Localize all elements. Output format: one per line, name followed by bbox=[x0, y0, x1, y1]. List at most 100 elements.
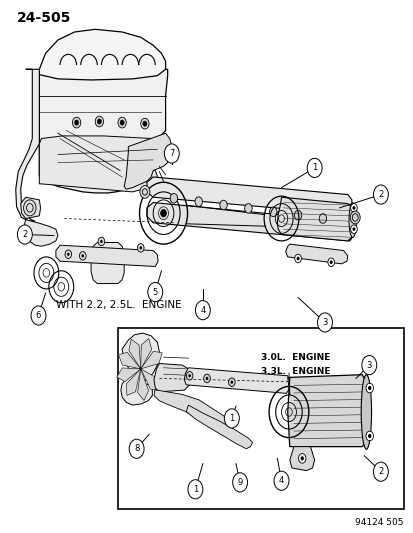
Text: 1: 1 bbox=[192, 485, 197, 494]
Circle shape bbox=[100, 240, 102, 243]
Circle shape bbox=[230, 381, 233, 384]
Text: 1: 1 bbox=[311, 164, 316, 172]
Polygon shape bbox=[128, 340, 140, 369]
Text: 24-505: 24-505 bbox=[17, 11, 71, 25]
Polygon shape bbox=[140, 351, 162, 369]
Circle shape bbox=[139, 246, 142, 249]
Text: 3.8L.  ENGINE: 3.8L. ENGINE bbox=[260, 382, 330, 390]
Circle shape bbox=[318, 214, 326, 223]
Text: 6: 6 bbox=[36, 311, 41, 320]
Circle shape bbox=[269, 207, 276, 216]
Circle shape bbox=[203, 374, 210, 383]
Polygon shape bbox=[137, 369, 148, 400]
Circle shape bbox=[219, 200, 227, 210]
Text: 1: 1 bbox=[229, 414, 234, 423]
Text: 2: 2 bbox=[22, 230, 27, 239]
Text: 7: 7 bbox=[169, 149, 174, 158]
Circle shape bbox=[352, 206, 354, 209]
Circle shape bbox=[329, 261, 332, 264]
Circle shape bbox=[224, 409, 239, 428]
Text: 2: 2 bbox=[377, 190, 382, 199]
Ellipse shape bbox=[360, 375, 371, 449]
Circle shape bbox=[129, 439, 144, 458]
Circle shape bbox=[205, 377, 208, 380]
Polygon shape bbox=[39, 69, 167, 193]
Text: 3.3L.  ENGINE: 3.3L. ENGINE bbox=[260, 367, 330, 376]
Text: WITH 2.2, 2.5L.  ENGINE: WITH 2.2, 2.5L. ENGINE bbox=[56, 300, 181, 310]
Polygon shape bbox=[289, 447, 314, 471]
Text: 4: 4 bbox=[278, 477, 283, 485]
Circle shape bbox=[95, 116, 103, 127]
Circle shape bbox=[67, 253, 69, 256]
Circle shape bbox=[140, 185, 150, 198]
Circle shape bbox=[300, 456, 303, 461]
Circle shape bbox=[97, 119, 101, 124]
Polygon shape bbox=[24, 220, 58, 246]
Circle shape bbox=[298, 454, 305, 463]
Circle shape bbox=[273, 471, 288, 490]
Circle shape bbox=[65, 250, 71, 259]
Circle shape bbox=[350, 225, 356, 233]
Text: 5: 5 bbox=[152, 288, 157, 296]
Circle shape bbox=[74, 120, 78, 125]
Circle shape bbox=[98, 237, 104, 246]
Circle shape bbox=[351, 214, 357, 221]
Circle shape bbox=[140, 118, 149, 129]
Circle shape bbox=[228, 378, 235, 386]
Circle shape bbox=[142, 189, 147, 195]
Circle shape bbox=[188, 374, 190, 377]
Text: 94124 505: 94124 505 bbox=[354, 518, 403, 527]
Polygon shape bbox=[21, 197, 40, 219]
Polygon shape bbox=[154, 364, 191, 392]
Text: 4: 4 bbox=[200, 306, 205, 314]
Circle shape bbox=[147, 282, 162, 302]
Circle shape bbox=[195, 301, 210, 320]
Circle shape bbox=[349, 211, 359, 224]
Bar bbox=[118, 328, 403, 509]
Circle shape bbox=[367, 386, 370, 390]
Polygon shape bbox=[91, 243, 124, 284]
Polygon shape bbox=[147, 177, 351, 214]
Text: 3.0L.  ENGINE: 3.0L. ENGINE bbox=[260, 353, 330, 361]
Polygon shape bbox=[118, 352, 140, 369]
Polygon shape bbox=[184, 368, 289, 393]
Circle shape bbox=[352, 228, 354, 231]
Circle shape bbox=[365, 431, 373, 441]
Polygon shape bbox=[116, 368, 140, 382]
Circle shape bbox=[81, 254, 84, 257]
Circle shape bbox=[373, 462, 387, 481]
Circle shape bbox=[164, 144, 179, 163]
Text: 3: 3 bbox=[366, 361, 371, 369]
Text: 3: 3 bbox=[322, 318, 327, 327]
Circle shape bbox=[294, 211, 301, 220]
Circle shape bbox=[306, 158, 321, 177]
Polygon shape bbox=[126, 369, 140, 395]
Circle shape bbox=[188, 480, 202, 499]
Circle shape bbox=[72, 117, 81, 128]
Circle shape bbox=[365, 383, 373, 393]
Circle shape bbox=[186, 372, 192, 380]
Polygon shape bbox=[287, 375, 366, 447]
Polygon shape bbox=[140, 369, 159, 390]
Circle shape bbox=[317, 313, 332, 332]
Circle shape bbox=[195, 197, 202, 206]
Polygon shape bbox=[121, 333, 159, 405]
Polygon shape bbox=[16, 69, 39, 221]
Circle shape bbox=[137, 244, 144, 252]
Text: 9: 9 bbox=[237, 478, 242, 487]
Circle shape bbox=[79, 252, 86, 260]
Polygon shape bbox=[186, 405, 252, 449]
Circle shape bbox=[296, 257, 299, 260]
Circle shape bbox=[350, 204, 356, 212]
Polygon shape bbox=[140, 338, 151, 369]
Polygon shape bbox=[147, 203, 354, 241]
Circle shape bbox=[170, 193, 177, 203]
Polygon shape bbox=[154, 390, 231, 431]
Circle shape bbox=[17, 225, 32, 244]
Circle shape bbox=[367, 434, 370, 438]
Circle shape bbox=[327, 258, 334, 266]
Text: 8: 8 bbox=[134, 445, 139, 453]
Ellipse shape bbox=[348, 203, 356, 238]
Polygon shape bbox=[277, 197, 353, 241]
Polygon shape bbox=[39, 29, 165, 80]
